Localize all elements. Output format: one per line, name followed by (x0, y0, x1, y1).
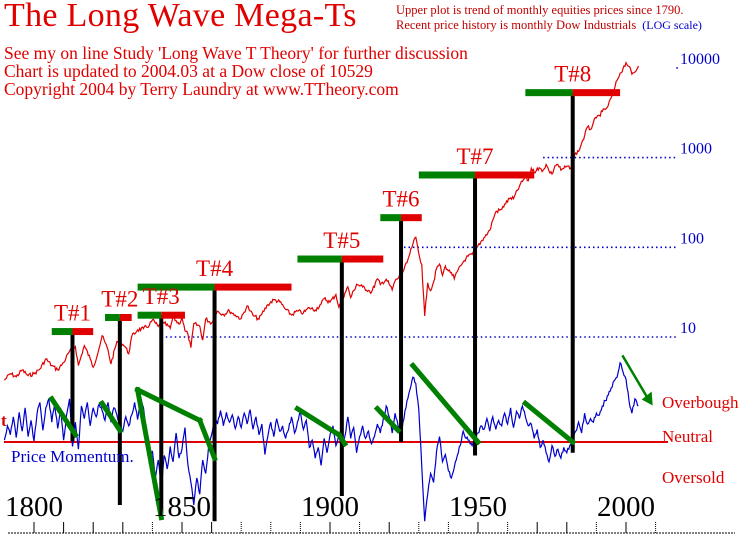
t-bar-green-7 (418, 171, 476, 179)
t-bar-red-2 (119, 313, 132, 321)
price-gridlines: 10 100 1000 10000 (161, 51, 720, 338)
trend-line-1 (48, 395, 79, 439)
x-tick-label: 1900 (301, 491, 359, 523)
oversold-label: Oversold (662, 468, 725, 487)
grid-label-1000: 1000 (680, 141, 712, 158)
left-edge-label: t (1, 411, 7, 430)
t-stems (70, 92, 575, 522)
x-tick-label: 1950 (449, 491, 507, 523)
t-bar-green-1 (51, 328, 73, 336)
t-label-8: T#8 (554, 62, 591, 87)
t-label-3: T#3 (143, 284, 180, 309)
trend-line-4 (134, 386, 204, 424)
t-label-5: T#5 (323, 228, 360, 253)
t-bar-red-3 (161, 311, 185, 319)
momentum-title: Price Momentum. (11, 447, 134, 466)
price-history-note: Recent price history is monthly Dow Indu… (396, 18, 702, 33)
t-bar-green-5 (297, 255, 342, 263)
momentum-trend-lines (48, 354, 653, 521)
t-bar-green-3 (137, 311, 162, 319)
trend-arrow-head (641, 391, 653, 406)
t-label-4: T#4 (196, 256, 234, 281)
t-bar-red-8 (572, 89, 621, 97)
x-tick-label: 1850 (153, 491, 211, 523)
grid-label-100: 100 (680, 230, 704, 247)
trend-line-8 (373, 405, 402, 434)
trend-line-5 (196, 417, 218, 462)
chart-labels: T#1 T#2 T#3 T#4 T#5 T#6 T#7 T#8 Overbough Neutral… (1, 62, 739, 487)
price-line (3, 61, 639, 381)
trend-line-10 (521, 399, 577, 446)
grid-label-10: 10 (680, 320, 696, 337)
t-bar-red-7 (475, 171, 535, 179)
x-tick-label: 2000 (597, 491, 655, 523)
t-bar-green-6 (380, 214, 402, 222)
trend-line-2 (98, 399, 124, 434)
t-bar-green-8 (525, 89, 573, 97)
t-label-7: T#7 (457, 144, 494, 169)
t-label-2: T#2 (101, 286, 138, 311)
plot-description-note: Upper plot is trend of monthly equities … (396, 3, 684, 17)
trend-line-3 (134, 386, 165, 521)
log-scale-note: (LOG scale) (642, 18, 702, 32)
price-series (3, 61, 639, 381)
trend-line-7 (335, 431, 349, 448)
x-tick-label: 1800 (5, 491, 63, 523)
neutral-label: Neutral (662, 427, 713, 446)
grid-label-10000: 10000 (680, 51, 720, 68)
t-bars (51, 89, 621, 336)
t-bar-red-6 (401, 214, 422, 222)
copyright-text: Copyright 2004 by Terry Laundry at www.T… (4, 79, 399, 99)
overbought-label: Overbough (662, 393, 739, 412)
t-label-1: T#1 (54, 301, 91, 326)
t-label-6: T#6 (383, 187, 420, 212)
trend-line-11 (621, 354, 652, 404)
t-bar-green-2 (105, 313, 120, 321)
study-reference-text: See my on line Study 'Long Wave T Theory… (4, 43, 468, 63)
x-axis: 1800 1850 1900 1950 2000 (5, 491, 735, 534)
t-bar-green-4 (137, 283, 215, 291)
t-bar-red-1 (72, 328, 94, 336)
trend-line-9 (409, 361, 482, 446)
update-info-text: Chart is updated to 2004.03 at a Dow clo… (4, 61, 373, 81)
chart-title: The Long Wave Mega-Ts (4, 0, 357, 34)
trend-line-6 (293, 405, 343, 439)
price-history-note-text: Recent price history is monthly Dow Indu… (396, 18, 637, 32)
t-bar-red-4 (214, 283, 292, 291)
t-bar-red-5 (341, 255, 384, 263)
